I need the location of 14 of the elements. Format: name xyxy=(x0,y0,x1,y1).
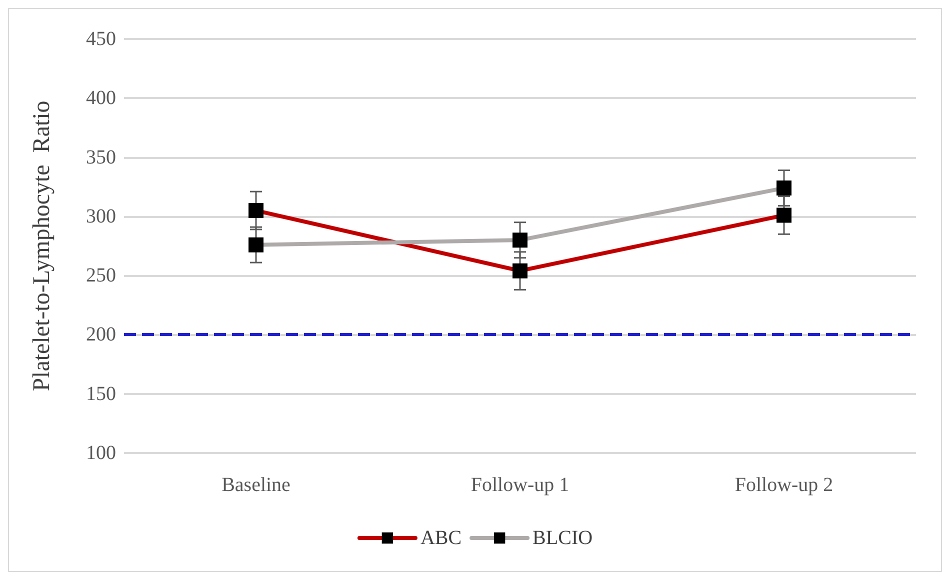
y-tick-label: 200 xyxy=(86,324,116,346)
y-tick-label: 350 xyxy=(86,146,116,168)
y-tick-label: 450 xyxy=(86,28,116,50)
x-tick-label: Follow-up 2 xyxy=(734,474,834,496)
y-tick-label: 150 xyxy=(86,382,116,405)
y-tick-label: 300 xyxy=(86,205,116,228)
x-tick-label: Baseline xyxy=(222,474,291,496)
y-tick-label: 250 xyxy=(86,264,116,287)
x-tick-label: Follow-up 1 xyxy=(470,474,570,496)
y-axis-title: Platelet-to-Lymphocyte Ratio xyxy=(29,100,55,392)
y-tick-label: 400 xyxy=(86,87,116,110)
legend-label: BLCIO xyxy=(532,527,593,549)
legend-label: ABC xyxy=(420,527,462,549)
y-tick-label: 100 xyxy=(86,442,116,464)
